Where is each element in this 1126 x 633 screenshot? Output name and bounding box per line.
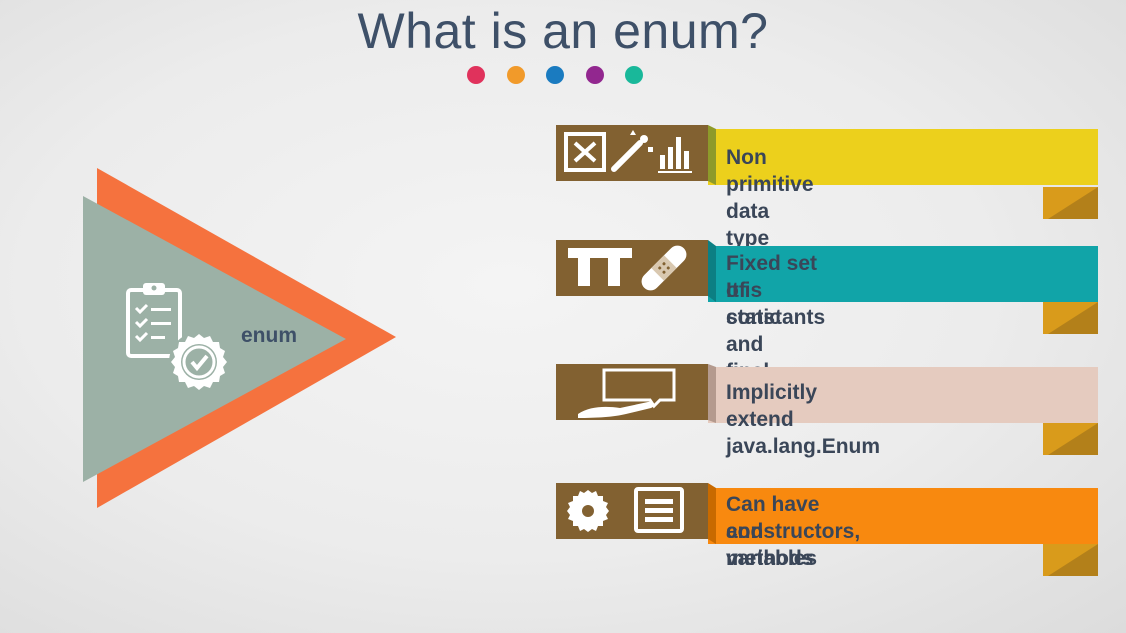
gear-icon	[567, 490, 609, 532]
feature-icon-box	[556, 364, 708, 420]
banner-fold	[708, 483, 716, 544]
banner-fold	[708, 364, 716, 423]
feature-icon-box	[556, 125, 708, 181]
feature-text-line1: Implicitly extend java.lang.Enum	[726, 381, 881, 458]
enum-label: enum	[241, 324, 298, 347]
speech-bubble-hand-icon	[578, 368, 676, 418]
feature-banner	[708, 129, 1098, 185]
feature-banner	[708, 488, 1098, 544]
bar-chart-icon	[658, 137, 692, 173]
dot-teal	[625, 66, 643, 84]
feature-text-line1: Non primitive data type	[726, 146, 814, 250]
clipboard-checklist-icon	[126, 283, 229, 392]
banner-tail	[1043, 544, 1098, 576]
banner-tail	[1043, 187, 1098, 219]
feature-text-line2: and variables	[726, 520, 818, 570]
banner-tail	[1043, 302, 1098, 334]
close-box-icon	[564, 132, 606, 172]
feature-banner	[708, 246, 1098, 302]
document-list-icon	[634, 487, 684, 533]
feature-banner	[708, 367, 1098, 423]
feature-text-line1: Fixed set of constants	[726, 252, 826, 329]
slide-title: What is an enum?	[357, 3, 769, 59]
dot-purple	[586, 66, 604, 84]
dot-orange	[507, 66, 525, 84]
dot-red	[467, 66, 485, 84]
feature-icon-box	[556, 483, 708, 539]
feature-text-line1: Can have constructors, methods	[726, 493, 861, 570]
feature-icon-box	[556, 240, 708, 296]
banner-fold	[708, 240, 716, 302]
banner-fold	[708, 125, 716, 185]
magic-wand-icon	[611, 130, 653, 172]
bandage-icon	[641, 245, 687, 291]
dot-blue	[546, 66, 564, 84]
text-tool-icon	[568, 248, 632, 286]
banner-tail	[1043, 423, 1098, 455]
